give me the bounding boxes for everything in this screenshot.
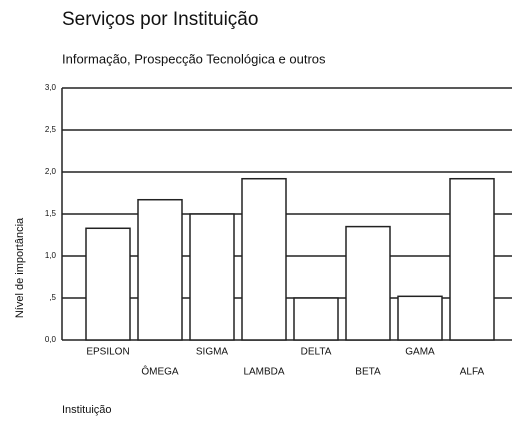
y-tick-label: 0,0 — [45, 335, 57, 344]
y-axis-label: Nível de importância — [14, 217, 26, 318]
x-tick-label: EPSILON — [86, 347, 129, 358]
y-tick-label: 2,0 — [45, 167, 57, 176]
bar — [397, 295, 443, 341]
bar — [189, 213, 235, 341]
y-tick-label: 1,5 — [45, 209, 57, 218]
x-tick-label: LAMBDA — [243, 367, 284, 378]
x-tick-label: GAMA — [405, 347, 435, 358]
x-tick-label: ÔMEGA — [141, 365, 179, 378]
y-tick-label: 1,0 — [45, 251, 57, 260]
x-axis-label: Instituição — [62, 404, 112, 416]
bar — [449, 177, 495, 341]
bar — [345, 225, 391, 341]
chart-subtitle: Informação, Prospecção Tecnológica e out… — [62, 51, 326, 66]
bar — [85, 227, 131, 341]
x-tick-label: ALFA — [460, 367, 485, 378]
y-tick-label: 2,5 — [45, 125, 57, 134]
y-tick-label: ,5 — [49, 293, 56, 302]
x-tick-label: SIGMA — [196, 347, 229, 358]
x-tick-label: BETA — [355, 367, 381, 378]
bar — [137, 198, 183, 341]
y-tick-label: 3,0 — [45, 83, 57, 92]
x-tick-label: DELTA — [301, 347, 332, 358]
bar — [241, 177, 287, 341]
chart-title: Serviços por Instituição — [62, 9, 258, 30]
bar — [293, 297, 339, 341]
